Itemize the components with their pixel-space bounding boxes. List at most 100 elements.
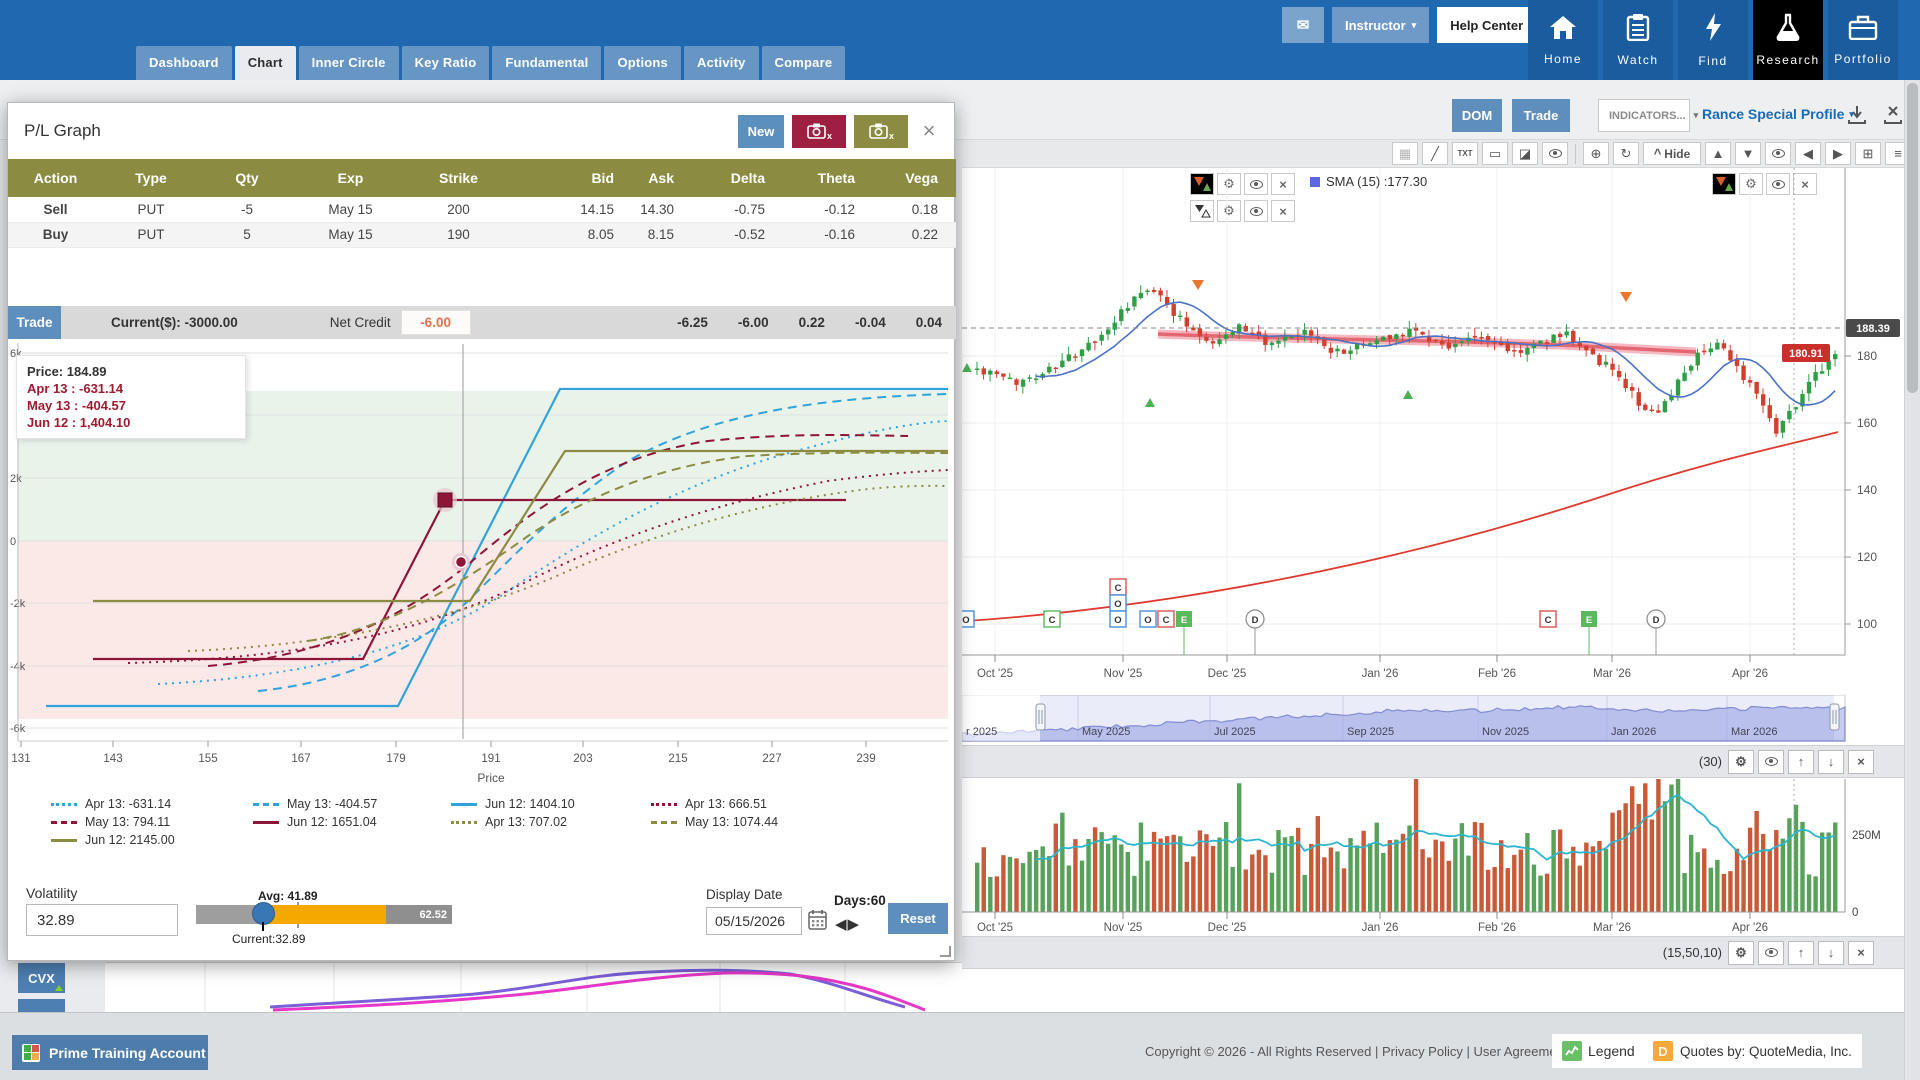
pane-move-up-icon[interactable]: ↑	[1788, 940, 1814, 965]
hide-panel-button[interactable]: ^ Hide	[1643, 142, 1701, 165]
rectangle-tool-icon[interactable]: ▭	[1482, 142, 1508, 165]
volume-chart[interactable]: 250M 0 Oct '25 Nov '25 Dec '25 Jan '26 Feb '26…	[962, 779, 1904, 934]
option-leg-row[interactable]: Buy PUT 5 May 15 190 8.05 8.15 -0.52 -0.16 0.22	[8, 222, 956, 248]
legend-chart-icon	[1562, 1041, 1582, 1061]
dom-button[interactable]: DOM	[1452, 99, 1502, 132]
navigator-handle[interactable]	[1035, 703, 1046, 731]
nav-tab-chart[interactable]: Chart	[234, 46, 296, 80]
indicators-dropdown[interactable]: INDICATORS... ▾	[1598, 99, 1698, 132]
text-note-icon[interactable]: TXT	[1452, 142, 1478, 165]
close-dialog-icon[interactable]: ×	[922, 118, 936, 143]
ticker-button-partial[interactable]	[18, 999, 65, 1012]
gear-icon[interactable]: ⚙	[1739, 173, 1763, 195]
pane-up-icon[interactable]: ▲	[1705, 142, 1731, 165]
slider-range-fill	[264, 905, 386, 924]
pane-down-icon[interactable]: ▼	[1735, 142, 1761, 165]
step-left-icon[interactable]: ◀	[1795, 142, 1821, 165]
remove-profile-icon[interactable]	[1881, 104, 1905, 126]
popout-icon[interactable]: ⊞	[1855, 142, 1881, 165]
nav-tile-home[interactable]: Home	[1528, 0, 1598, 80]
tooltip-price: Price: 184.89	[27, 364, 107, 379]
visibility-icon[interactable]	[1244, 173, 1268, 195]
new-button[interactable]: New	[738, 114, 784, 148]
pl-graph-dialog: P/L Graph New x x ×	[7, 102, 956, 961]
visibility-icon[interactable]	[1542, 142, 1568, 165]
pane-move-down-icon[interactable]: ↓	[1818, 749, 1844, 774]
reset-button[interactable]: Reset	[888, 903, 948, 934]
legend-item: Apr 13: 666.51	[651, 797, 931, 811]
visibility-icon[interactable]	[1766, 173, 1790, 195]
close-pane-icon[interactable]: ×	[1848, 940, 1874, 965]
gear-icon[interactable]: ⚙	[1728, 940, 1754, 965]
option-legs-table: Action Type Qty Exp Strike Bid Ask Delta Theta Ve…	[8, 159, 956, 248]
nav-tile-watch[interactable]: Watch	[1603, 0, 1673, 80]
lower-indicator-pane[interactable]	[105, 962, 962, 1012]
mail-button[interactable]: ✉	[1282, 7, 1324, 43]
gear-icon[interactable]: ⚙	[1728, 749, 1754, 774]
eye-icon	[1548, 149, 1562, 158]
eraser-icon[interactable]: ◪	[1512, 142, 1538, 165]
snapshot-2-button[interactable]: x	[854, 114, 908, 148]
trade-button[interactable]: Trade	[1512, 99, 1570, 132]
remove-series-icon[interactable]: ×	[1271, 173, 1295, 195]
series-type-icon[interactable]	[1190, 200, 1214, 222]
date-step-arrows[interactable]: ◀▶	[835, 916, 861, 933]
vertical-scrollbar[interactable]	[1904, 80, 1920, 1080]
calendar-icon[interactable]	[808, 909, 828, 931]
nav-tile-portfolio[interactable]: Portfolio	[1828, 0, 1898, 80]
candle-style-icon[interactable]	[1712, 173, 1736, 195]
nav-tile-research[interactable]: Research	[1753, 0, 1823, 80]
step-right-icon[interactable]: ▶	[1825, 142, 1851, 165]
candlestick-chart[interactable]: 188.39 180.91 180 160 140 120 100 Oct '25 Nov '2…	[962, 168, 1904, 686]
scrollbar-thumb[interactable]	[1907, 83, 1918, 393]
navigator-handle[interactable]	[1829, 703, 1840, 731]
nav-tab-dashboard[interactable]: Dashboard	[136, 46, 232, 80]
visibility-icon[interactable]	[1758, 940, 1784, 965]
account-button[interactable]: Prime Training Account	[12, 1035, 208, 1070]
zoom-in-icon[interactable]: ⊕	[1583, 142, 1609, 165]
svg-text:180.91: 180.91	[1789, 348, 1823, 360]
mail-icon: ✉	[1296, 17, 1310, 34]
visibility-icon[interactable]	[1765, 142, 1791, 165]
nav-tab-activity[interactable]: Activity	[683, 46, 759, 80]
nav-tab-compare[interactable]: Compare	[761, 46, 846, 80]
option-leg-row[interactable]: Sell PUT -5 May 15 200 14.15 14.30 -0.75 -0.12 0.…	[8, 197, 956, 223]
trendline-icon[interactable]: ╱	[1422, 142, 1448, 165]
range-navigator[interactable]: r 2025 May 2025 Jul 2025 Sep 2025 Nov 2025 Ja…	[962, 695, 1904, 742]
secondary-series-controls: ⚙ ×	[1190, 200, 1295, 222]
remove-series-icon[interactable]: ×	[1793, 173, 1817, 195]
lower-pane-toolbar: (15,50,10) ⚙ ↑ ↓ ×	[962, 936, 1904, 969]
quotes-attribution-button[interactable]: D Quotes by: QuoteMedia, Inc.	[1643, 1034, 1862, 1068]
display-date-input[interactable]	[706, 907, 802, 935]
dialog-title: P/L Graph	[24, 121, 101, 140]
ticker-button-cvx[interactable]: CVX	[18, 963, 65, 993]
pl-graph-plot[interactable]: 6k2k0-2k-4k-6k13114315516717919120321522…	[8, 341, 956, 796]
visibility-icon[interactable]	[1758, 749, 1784, 774]
gear-icon[interactable]: ⚙	[1217, 200, 1241, 222]
nav-tab-options[interactable]: Options	[604, 46, 681, 80]
dialog-resize-handle[interactable]	[940, 946, 951, 957]
refresh-icon[interactable]: ↻	[1613, 142, 1639, 165]
net-credit-value[interactable]: -6.00	[400, 310, 471, 335]
eye-icon	[1764, 948, 1778, 957]
save-profile-icon[interactable]	[1845, 104, 1869, 126]
nav-tab-key-ratio[interactable]: Key Ratio	[401, 46, 490, 80]
grid-icon[interactable]: ▦	[1392, 142, 1418, 165]
trade-button[interactable]: Trade	[8, 306, 61, 339]
close-pane-icon[interactable]: ×	[1848, 749, 1874, 774]
visibility-icon[interactable]	[1244, 200, 1268, 222]
volatility-input[interactable]	[26, 904, 178, 936]
remove-series-icon[interactable]: ×	[1271, 200, 1295, 222]
legend-button[interactable]: Legend	[1552, 1034, 1645, 1068]
copyright-text[interactable]: Copyright © 2026 - All Rights Reserved |…	[1145, 1044, 1568, 1059]
gear-icon[interactable]: ⚙	[1217, 173, 1241, 195]
nav-tile-find[interactable]: Find	[1678, 0, 1748, 80]
nav-tab-fundamental[interactable]: Fundamental	[492, 46, 602, 80]
profile-dropdown[interactable]: Rance Special Profile ▾	[1702, 106, 1854, 122]
snapshot-1-button[interactable]: x	[792, 114, 846, 148]
instructor-dropdown[interactable]: Instructor ▾	[1332, 7, 1430, 43]
pane-move-up-icon[interactable]: ↑	[1788, 749, 1814, 774]
nav-tab-inner-circle[interactable]: Inner Circle	[298, 46, 399, 80]
candle-style-icon[interactable]	[1190, 173, 1214, 195]
pane-move-down-icon[interactable]: ↓	[1818, 940, 1844, 965]
